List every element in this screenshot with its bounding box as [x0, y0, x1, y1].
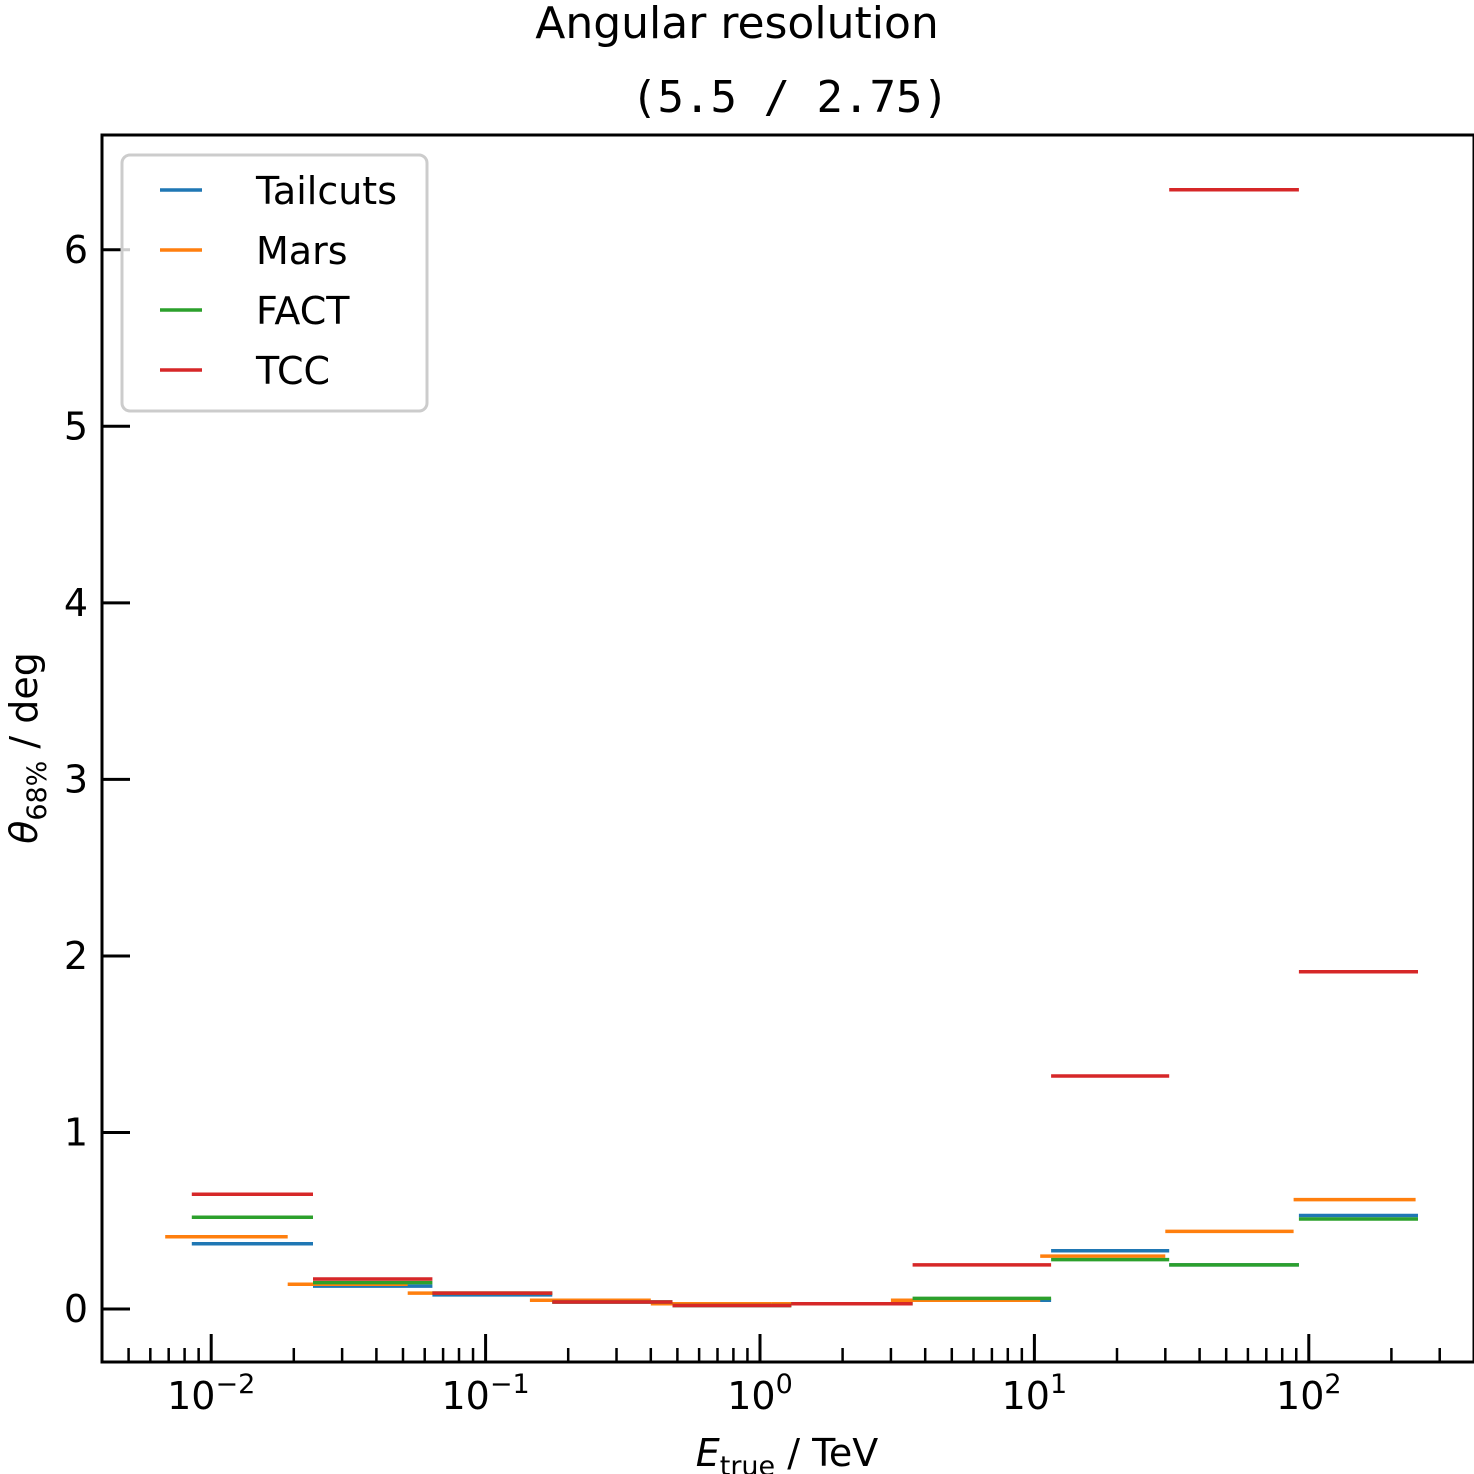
legend-label-mars: Mars — [256, 229, 348, 273]
y-tick-label: 6 — [64, 228, 88, 272]
chart-subtitle: (5.5 / 2.75) — [631, 72, 949, 123]
legend-box — [120, 153, 429, 413]
y-tick-label: 2 — [64, 934, 88, 978]
chart-title: Angular resolution — [535, 0, 939, 49]
y-tick-label: 0 — [64, 1287, 88, 1331]
axis-ticks: 0 1 2 3 4 5 6 10−2 10−1 100 101 102 — [64, 228, 1441, 1418]
x-axis-label-main: E — [696, 1431, 720, 1474]
y-tick-label: 1 — [64, 1110, 88, 1154]
x-tick-label: 101 — [1002, 1369, 1068, 1418]
x-axis-label-rest: / TeV — [775, 1431, 878, 1474]
x-tick-label: 10−1 — [442, 1369, 530, 1418]
plot-frame — [100, 133, 1474, 1364]
x-axis-label-sub: true — [720, 1451, 775, 1474]
series-layer — [165, 187, 1418, 1308]
y-axis-label-main: θ — [2, 821, 46, 844]
series-mars — [165, 1197, 1416, 1306]
legend-items: Tailcuts Mars FACT TCC — [160, 169, 397, 393]
x-tick-label: 10−2 — [167, 1369, 255, 1418]
series-tailcuts — [191, 1213, 1418, 1308]
y-tick-label: 5 — [64, 404, 88, 448]
y-axis-label-rest: / deg — [2, 652, 46, 761]
y-axis-label-sub: 68% — [22, 761, 53, 821]
legend-label-tailcuts: Tailcuts — [255, 169, 397, 213]
legend-label-fact: FACT — [256, 289, 350, 333]
x-tick-label: 100 — [727, 1369, 793, 1418]
x-axis-label: Etrue / TeV — [696, 1431, 879, 1474]
series-tcc — [191, 187, 1418, 1308]
x-tick-label: 102 — [1276, 1369, 1342, 1418]
legend: Tailcuts Mars FACT TCC — [120, 153, 429, 413]
y-tick-label: 4 — [64, 581, 88, 625]
y-tick-label: 3 — [64, 757, 88, 801]
y-axis-label: θ68% / deg — [2, 652, 53, 844]
legend-label-tcc: TCC — [255, 349, 330, 393]
